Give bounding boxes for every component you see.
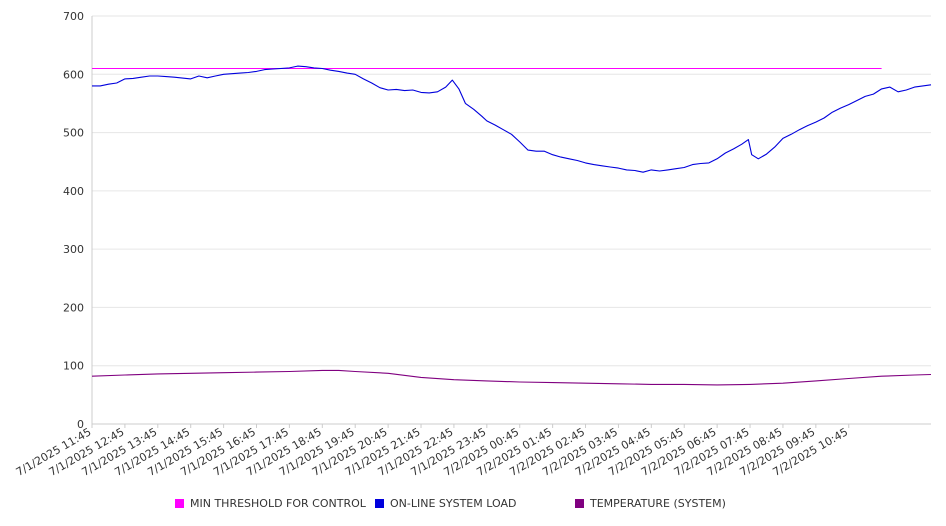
legend-label-temperature: TEMPERATURE (SYSTEM) (590, 497, 726, 510)
gridlines (92, 15, 931, 425)
y-tick-label: 100 (63, 360, 84, 373)
series-line-temperature (91, 369, 932, 386)
y-tick-label: 400 (63, 185, 84, 198)
y-tick-label: 500 (63, 127, 84, 140)
legend-item-temperature: TEMPERATURE (SYSTEM) (575, 497, 726, 510)
x-axis: 7/1/2025 11:457/1/2025 12:457/1/2025 13:… (14, 423, 931, 479)
y-tick-label: 0 (77, 418, 84, 431)
legend-item-system-load: ON-LINE SYSTEM LOAD (375, 497, 516, 510)
y-tick-label: 600 (63, 68, 84, 81)
y-axis: 0 100 200 300 400 500 600 700 (63, 10, 93, 431)
legend-label-min-threshold: MIN THRESHOLD FOR CONTROL (190, 497, 366, 510)
y-tick-label: 300 (63, 243, 84, 256)
y-tick-label: 700 (63, 10, 84, 23)
series-layer (91, 65, 932, 386)
legend-swatch-temperature (575, 499, 584, 508)
legend-swatch-min-threshold (175, 499, 184, 508)
legend: MIN THRESHOLD FOR CONTROL ON-LINE SYSTEM… (0, 497, 946, 515)
y-tick-label: 200 (63, 301, 84, 314)
legend-swatch-system-load (375, 499, 384, 508)
legend-label-system-load: ON-LINE SYSTEM LOAD (390, 497, 517, 510)
series-line-system-load (92, 65, 932, 173)
legend-item-min-threshold: MIN THRESHOLD FOR CONTROL (175, 497, 366, 510)
